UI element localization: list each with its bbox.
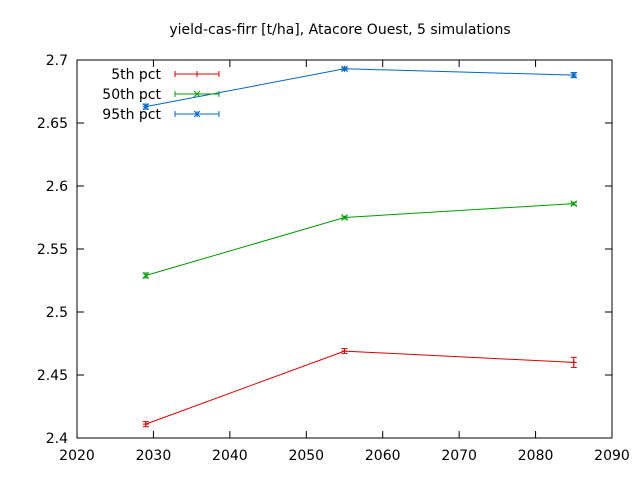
marker-d2 — [341, 65, 348, 73]
x-tick-label: 2050 — [288, 448, 324, 464]
marker-d2 — [193, 90, 201, 98]
x-tick-label: 2040 — [212, 448, 248, 464]
data-point — [570, 356, 577, 368]
x-tick-label: 2030 — [136, 448, 172, 464]
marker-d2 — [570, 200, 578, 207]
series-0 — [142, 348, 577, 428]
legend-label: 50th pct — [102, 87, 161, 103]
y-tick-label: 2.55 — [37, 242, 68, 258]
legend-entry: 95th pct — [102, 107, 220, 123]
x-tick-label: 2020 — [59, 448, 95, 464]
x-tick-label: 2080 — [518, 448, 554, 464]
y-tick-label: 2.45 — [37, 368, 68, 384]
marker-d2 — [142, 272, 150, 279]
y-tick-label: 2.4 — [46, 431, 68, 447]
data-point — [341, 348, 348, 355]
data-point — [142, 272, 150, 279]
y-tick-label: 2.5 — [46, 305, 68, 321]
data-point — [142, 103, 150, 110]
chart-title: yield-cas-firr [t/ha], Atacore Ouest, 5 … — [169, 22, 510, 38]
data-point — [570, 71, 578, 79]
y-axis: 2.4 2.45 2.5 2.55 2.6 2.65 2.7 — [37, 53, 612, 447]
x-axis: 2020 2030 2040 2050 2060 2070 2080 2090 — [59, 60, 630, 464]
y-tick-label: 2.7 — [46, 53, 68, 69]
series-line — [145, 350, 574, 425]
legend: 5th pct 50th pct 95th pct — [102, 67, 220, 123]
series-1 — [142, 200, 578, 279]
legend-entry: 50th pct — [102, 87, 220, 103]
marker-d2 — [341, 214, 348, 221]
legend-entry: 5th pct — [111, 67, 220, 83]
data-point — [341, 214, 348, 221]
series-2 — [142, 65, 578, 110]
data-point — [341, 65, 348, 73]
x-tick-label: 2090 — [594, 448, 630, 464]
y-tick-label: 2.65 — [37, 116, 68, 132]
marker-d2 — [193, 110, 201, 118]
series-line — [145, 203, 574, 276]
y-tick-label: 2.6 — [46, 179, 68, 195]
marker-d2 — [570, 71, 578, 79]
data-point — [570, 200, 578, 207]
marker-d2 — [142, 103, 150, 110]
x-tick-label: 2070 — [441, 448, 477, 464]
legend-label: 95th pct — [102, 107, 161, 123]
legend-label: 5th pct — [111, 67, 161, 83]
data-point — [142, 421, 149, 428]
x-tick-label: 2060 — [365, 448, 401, 464]
series-layer — [142, 65, 578, 428]
